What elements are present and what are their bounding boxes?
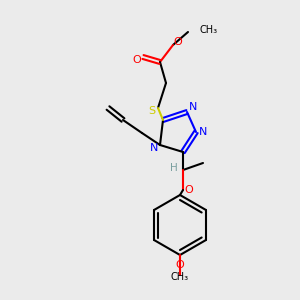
Text: O: O [133,55,141,65]
Text: S: S [148,106,156,116]
Text: N: N [199,127,207,137]
Text: N: N [189,102,197,112]
Text: O: O [176,260,184,270]
Text: CH₃: CH₃ [171,272,189,282]
Text: CH₃: CH₃ [200,25,218,35]
Text: H: H [170,163,178,173]
Text: O: O [184,185,194,195]
Text: N: N [150,143,158,153]
Text: O: O [174,37,182,47]
